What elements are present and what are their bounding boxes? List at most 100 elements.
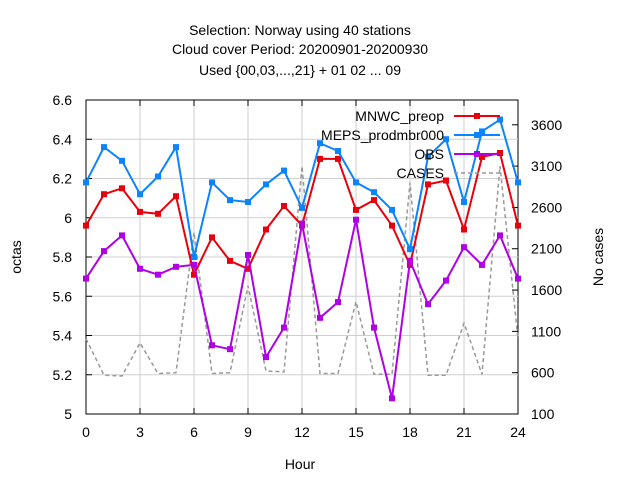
data-point-meps-prodmbr000 <box>245 199 251 205</box>
data-point-obs <box>173 263 179 270</box>
y2-axis-label: No cases <box>590 228 606 286</box>
data-point-obs <box>119 232 125 239</box>
data-point-mnwc-preop <box>119 185 125 192</box>
data-point-meps-prodmbr000 <box>191 254 197 260</box>
data-point-meps-prodmbr000 <box>209 179 215 186</box>
data-point-meps-prodmbr000 <box>461 199 467 205</box>
y-tick-label: 5.2 <box>53 367 73 383</box>
data-point-meps-prodmbr000 <box>335 148 341 154</box>
data-point-mnwc-preop <box>335 155 341 162</box>
data-point-obs <box>281 324 287 331</box>
data-point-obs <box>209 342 215 349</box>
y-tick-label: 5.4 <box>53 328 73 344</box>
data-point-mnwc-preop <box>353 206 359 213</box>
data-point-obs <box>497 232 503 239</box>
x-tick-label: 21 <box>456 424 472 440</box>
y-tick-label: 6.2 <box>53 171 73 187</box>
series-layer <box>83 116 521 402</box>
grid <box>86 100 518 414</box>
data-point-obs <box>83 275 89 282</box>
y2-tick-label: 1100 <box>531 323 561 339</box>
y2-tick-label: 2100 <box>531 241 562 257</box>
data-point-meps-prodmbr000 <box>371 189 377 196</box>
y2-tick-labels: 100 600 1100 1600 2100 2600 3100 3600 <box>531 117 562 422</box>
legend: MNWC_preop MEPS_prodmbr000 OBS CASES <box>321 108 500 181</box>
series-obs <box>83 216 521 402</box>
data-point-obs <box>227 346 233 353</box>
data-point-meps-prodmbr000 <box>155 173 161 180</box>
data-point-meps-prodmbr000 <box>137 191 143 198</box>
x-tick-labels: 0 3 6 9 12 15 18 21 24 <box>82 424 526 440</box>
data-point-obs <box>461 244 467 251</box>
y2-tick-label: 100 <box>531 406 555 422</box>
y-tick-label: 6.4 <box>53 131 73 147</box>
y-tick-label: 6 <box>64 210 72 226</box>
data-point-mnwc-preop <box>371 197 377 204</box>
y2-tick-label: 1600 <box>531 282 562 298</box>
data-point-obs <box>335 299 341 306</box>
y-tick-labels: 5 5.2 5.4 5.6 5.8 6 6.2 6.4 6.6 <box>53 92 73 422</box>
y-tick-label: 5.8 <box>53 249 73 265</box>
data-point-obs <box>317 314 323 321</box>
legend-marker-mnwc-preop <box>474 113 480 119</box>
data-point-obs <box>101 248 107 255</box>
data-point-obs <box>191 261 197 268</box>
data-point-meps-prodmbr000 <box>497 116 503 123</box>
data-point-obs <box>425 301 431 308</box>
data-point-obs <box>515 275 521 282</box>
data-point-meps-prodmbr000 <box>407 246 413 253</box>
data-point-obs <box>371 324 377 331</box>
y-axis-label: octas <box>8 240 24 273</box>
data-point-mnwc-preop <box>137 208 143 215</box>
title-line-1: Selection: Norway using 40 stations <box>189 22 411 38</box>
y-tick-label: 5.6 <box>53 288 73 304</box>
x-tick-label: 18 <box>402 424 418 440</box>
data-point-obs <box>245 252 251 258</box>
data-point-meps-prodmbr000 <box>317 140 323 147</box>
y-tick-label: 5 <box>64 406 72 422</box>
legend-label-mnwc-preop: MNWC_preop <box>355 108 444 124</box>
data-point-mnwc-preop <box>281 203 287 209</box>
legend-label-meps-prodmbr000: MEPS_prodmbr000 <box>321 127 444 143</box>
data-point-obs <box>407 257 413 264</box>
data-point-meps-prodmbr000 <box>443 136 449 143</box>
data-point-mnwc-preop <box>263 226 269 233</box>
legend-marker-meps-prodmbr000 <box>474 132 480 138</box>
data-point-mnwc-preop <box>317 155 323 162</box>
data-point-obs <box>389 395 395 402</box>
data-point-obs <box>263 354 269 361</box>
y2-tick-label: 600 <box>531 365 555 381</box>
legend-marker-obs <box>474 151 480 157</box>
x-tick-label: 12 <box>294 424 310 440</box>
data-point-mnwc-preop <box>515 222 521 229</box>
data-point-obs <box>299 220 305 227</box>
data-point-obs <box>137 265 143 272</box>
data-point-mnwc-preop <box>461 226 467 233</box>
data-point-mnwc-preop <box>443 177 449 184</box>
data-point-meps-prodmbr000 <box>101 144 107 151</box>
y2-tick-label: 3600 <box>531 117 562 133</box>
x-tick-label: 0 <box>82 424 90 440</box>
x-tick-label: 6 <box>190 424 198 440</box>
series-meps-prodmbr000 <box>83 116 521 260</box>
data-point-mnwc-preop <box>389 222 395 229</box>
legend-entry-cases: CASES <box>397 165 500 181</box>
x-tick-label: 3 <box>136 424 144 440</box>
data-point-mnwc-preop <box>227 257 233 264</box>
y2-tick-label: 3100 <box>531 158 562 174</box>
data-point-meps-prodmbr000 <box>479 128 485 135</box>
data-point-mnwc-preop <box>209 234 215 241</box>
data-point-mnwc-preop <box>245 265 251 272</box>
data-point-meps-prodmbr000 <box>227 197 233 204</box>
x-axis-label: Hour <box>285 456 316 472</box>
data-point-mnwc-preop <box>155 210 161 217</box>
data-point-meps-prodmbr000 <box>119 157 125 164</box>
legend-label-cases: CASES <box>397 165 444 181</box>
x-tick-label: 24 <box>510 424 526 440</box>
x-tick-label: 9 <box>244 424 252 440</box>
data-point-mnwc-preop <box>83 222 89 229</box>
data-point-meps-prodmbr000 <box>425 153 431 160</box>
data-point-meps-prodmbr000 <box>173 144 179 151</box>
data-point-meps-prodmbr000 <box>353 179 359 186</box>
title-line-3: Used {00,03,...,21} + 01 02 ... 09 <box>199 62 401 78</box>
